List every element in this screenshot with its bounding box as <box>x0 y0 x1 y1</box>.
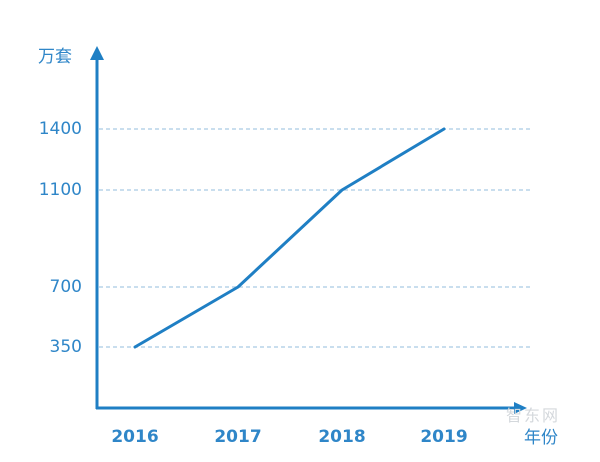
series-line <box>133 127 446 349</box>
watermark: 智东网 <box>506 406 561 425</box>
y-tick-label-1100: 1100 <box>38 180 82 200</box>
x-tick-label-2016: 2016 <box>111 427 159 447</box>
y-tick-label-700: 700 <box>49 277 82 297</box>
y-axis-unit-label: 万套 <box>38 47 72 67</box>
gridlines <box>99 128 531 348</box>
y-axis-arrow-icon <box>90 46 104 60</box>
x-tick-label-2019: 2019 <box>420 427 468 447</box>
x-axis-unit-label: 年份 <box>524 428 558 448</box>
y-tick-label-1400: 1400 <box>38 119 82 139</box>
x-tick-label-2018: 2018 <box>318 427 366 447</box>
x-axis-arrow-icon <box>514 402 527 414</box>
x-tick-label-2017: 2017 <box>214 427 262 447</box>
y-tick-label-350: 350 <box>49 337 82 357</box>
